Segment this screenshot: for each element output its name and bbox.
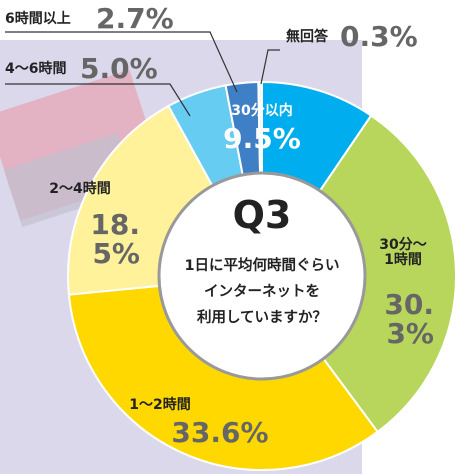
category-label: 30分以内 [231,103,293,119]
center-title: Q3 [233,193,292,237]
value-label: 30.3% [384,288,434,351]
value-label: 2.7% [96,2,174,35]
leader-line [5,31,238,93]
question-line: 1日に平均何時間ぐらい [184,256,339,274]
value-label: 18.5% [90,208,140,271]
value-label: 0.3% [340,20,418,53]
category-label: 無回答 [286,29,328,45]
category-label: 2～4時間 [49,181,111,197]
donut [67,80,457,471]
background-keyboard [3,132,137,228]
question-line: 利用していますか？ [197,308,327,326]
leader-line [260,49,280,85]
leader-line [5,83,191,117]
value-label: 5.0% [80,52,158,85]
value-label: 33.6% [171,416,269,449]
category-label: 6時間以上 [5,11,71,27]
question-line: インターネットを [204,283,320,300]
center-circle [157,171,367,381]
category-label: 4～6時間 [5,61,67,77]
category-label: 1～2時間 [129,397,191,413]
value-label: 9.5% [223,122,301,155]
category-label: 30分～1時間 [379,237,427,268]
